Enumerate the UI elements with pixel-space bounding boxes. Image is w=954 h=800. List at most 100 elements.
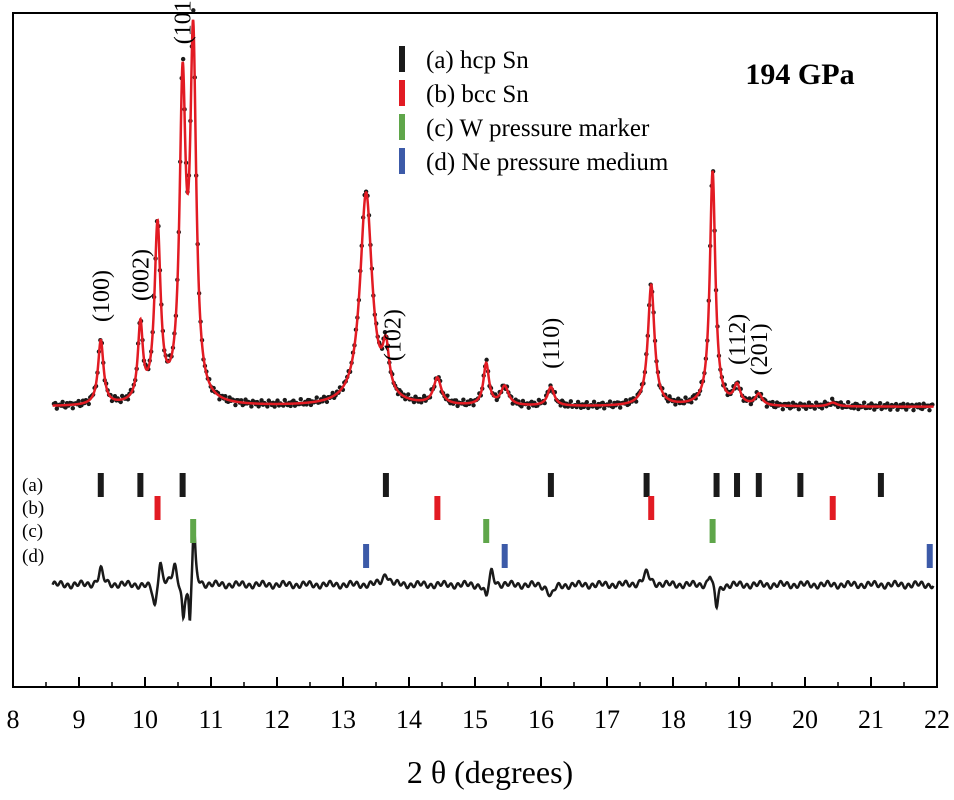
reflection-tick [137,473,144,497]
peak-label: (102) [381,309,407,361]
reflection-row-label: (d) [22,546,44,567]
reflection-tick [363,544,370,568]
observed-point [568,399,574,404]
x-tick-label: 13 [330,705,356,734]
pressure-annotation: 194 GPa [745,58,854,91]
legend-label: (c) W pressure marker [426,115,650,142]
reflection-tick [154,496,161,520]
observed-point [623,397,629,403]
observed-point [812,406,817,411]
observed-point [618,405,623,410]
reflection-tick [755,473,762,497]
reflection-tick [829,496,836,520]
observed-point [673,402,678,407]
observed-point [584,400,589,405]
reflection-tick [709,519,716,543]
observed-point [180,56,186,62]
x-tick-label: 15 [462,705,488,734]
observed-point [275,398,280,403]
x-ticks [12,677,938,687]
peak-label: (100) [89,270,115,322]
observed-point [861,400,867,405]
observed-point [243,397,248,402]
legend-swatch [399,46,405,72]
reflection-tick [926,544,933,568]
reflection-row-label: (b) [22,498,44,519]
peak-label: (112) [725,314,751,365]
observed-point [259,398,264,403]
observed-point [191,8,196,13]
observed-point [904,407,909,412]
reflection-tick [734,473,741,497]
observed-point [901,401,906,407]
legend-swatch [399,148,405,174]
observed-point [382,330,388,335]
observed-point [233,402,238,408]
observed-point [893,401,899,407]
observed-point [461,397,466,402]
peak-label: (101) [171,0,197,44]
observed-point [314,395,319,400]
reflection-tick [382,473,389,497]
x-tick-label: 18 [660,705,686,734]
reflection-tick [97,473,104,497]
observed-point [806,400,812,405]
legend-label: (a) hcp Sn [426,47,529,74]
legend: (a) hcp Sn (b) bcc Sn (c) W pressure marke… [399,46,669,176]
observed-point [845,399,851,405]
observed-point [888,407,893,412]
difference-line [51,523,935,623]
legend-label: (d) Ne pressure medium [426,149,669,176]
observed-point [70,405,76,411]
x-tick-label: 16 [528,705,554,734]
reflection-markers: (a)(b)(c) (d) [22,473,933,568]
observed-point [272,404,277,409]
x-tick-label: 10 [132,705,158,734]
observed-point [536,397,542,403]
observed-point [780,406,786,412]
observed-point [829,396,835,402]
observed-point [770,399,775,405]
x-tick-label: 20 [792,705,818,734]
peak-label: (201) [747,323,773,375]
x-tick-label: 9 [73,705,86,734]
observed-point [819,406,825,411]
observed-point [877,401,883,406]
observed-point [330,390,335,396]
reflection-tick [434,496,441,520]
reflection-tick [179,473,186,497]
reflection-tick [643,473,650,497]
observed-point [249,404,254,409]
observed-point [683,395,688,400]
observed-point [838,400,844,405]
observed-point [526,405,531,410]
observed-point [324,399,330,405]
calculated-line [52,19,934,408]
x-tick-labels: 8 9 10 11 12 13 14 15 16 17 18 19 20 21 22 [7,705,951,734]
reflection-tick [797,473,804,497]
observed-point [308,402,314,408]
x-tick-label: 19 [726,705,752,734]
observed-point [911,407,916,413]
peak-labels: (100) (002) (101) (102) (110) (112)(201) [89,0,773,375]
x-tick-label: 14 [396,705,422,734]
observed-point [60,399,65,405]
x-tick-label: 12 [264,705,290,734]
observed-point [602,406,607,411]
observed-point [54,406,60,411]
observed-point [282,397,287,403]
legend-swatch [399,80,405,106]
x-tick-label: 8 [7,705,20,734]
observed-point [607,399,613,404]
reflection-row-label: (c) [22,521,43,542]
peak-label: (002) [128,249,154,301]
x-tick-label: 21 [858,705,884,734]
reflection-tick [547,473,554,497]
reflection-row-label: (a) [22,475,43,496]
reflection-tick [877,473,884,497]
reflection-tick [190,519,197,543]
observed-point [927,407,932,413]
observed-point [764,404,770,409]
peak-label: (110) [539,318,565,369]
x-tick-label: 17 [594,705,620,734]
